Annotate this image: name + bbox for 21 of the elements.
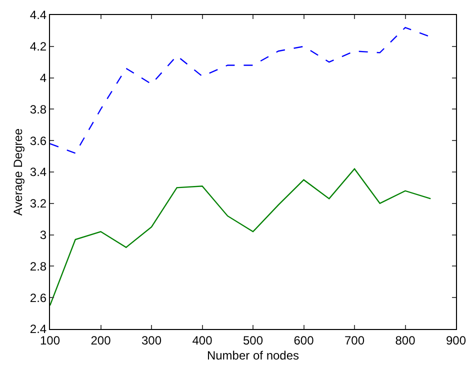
y-tick-label: 3.2: [30, 196, 47, 211]
y-tick-label: 3.4: [30, 165, 47, 180]
x-tick-label: 200: [90, 333, 112, 348]
x-tick-label: 500: [242, 333, 264, 348]
line-series: [50, 168, 432, 306]
y-tick-label: 2.8: [30, 259, 47, 274]
y-tick-label: 3.8: [30, 102, 47, 116]
y-tick-label: 4.4: [30, 8, 47, 22]
y-axis-title: Average Degree: [11, 128, 26, 216]
y-tick-label: 3: [40, 228, 47, 242]
x-tick-label: 700: [344, 333, 365, 348]
y-tick-label: 2.6: [30, 290, 47, 305]
x-axis-title: Number of nodes: [206, 348, 300, 362]
y-tick-label: 4.2: [30, 40, 47, 54]
x-tick-label: 400: [192, 333, 213, 348]
x-tick-label: 900: [446, 333, 466, 348]
y-tick-label: 3.6: [30, 134, 47, 148]
x-tick-label: 300: [141, 333, 162, 348]
x-tick-label: 600: [294, 333, 314, 348]
y-tick-label: 4: [40, 71, 47, 85]
x-tick-label: 800: [395, 333, 416, 348]
